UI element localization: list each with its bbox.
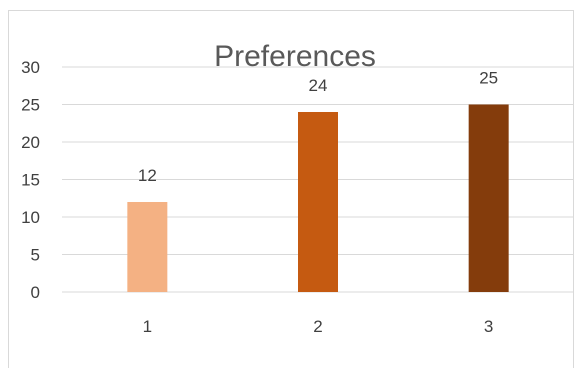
data-label: 25 xyxy=(479,69,498,88)
x-tick-label: 2 xyxy=(313,317,322,336)
y-tick-label: 20 xyxy=(21,133,40,152)
y-tick-label: 30 xyxy=(21,58,40,77)
y-tick-label: 25 xyxy=(21,96,40,115)
data-labels: 12 24 25 xyxy=(138,69,498,186)
bars xyxy=(127,104,509,292)
y-tick-label: 0 xyxy=(31,283,40,302)
data-label: 12 xyxy=(138,166,157,185)
y-tick-label: 10 xyxy=(21,208,40,227)
x-axis-ticks: 1 2 3 xyxy=(143,317,494,336)
y-axis-ticks: 0 5 10 15 20 25 30 xyxy=(21,58,40,302)
bar-3 xyxy=(468,104,509,292)
chart-frame xyxy=(8,10,574,368)
y-tick-label: 5 xyxy=(31,246,40,265)
bar-1 xyxy=(127,202,168,292)
y-tick-label: 15 xyxy=(21,171,40,190)
x-tick-label: 3 xyxy=(484,317,493,336)
bar-2 xyxy=(298,112,338,292)
chart-title: Preferences xyxy=(214,40,376,73)
data-label: 24 xyxy=(309,76,328,95)
x-tick-label: 1 xyxy=(143,317,152,336)
